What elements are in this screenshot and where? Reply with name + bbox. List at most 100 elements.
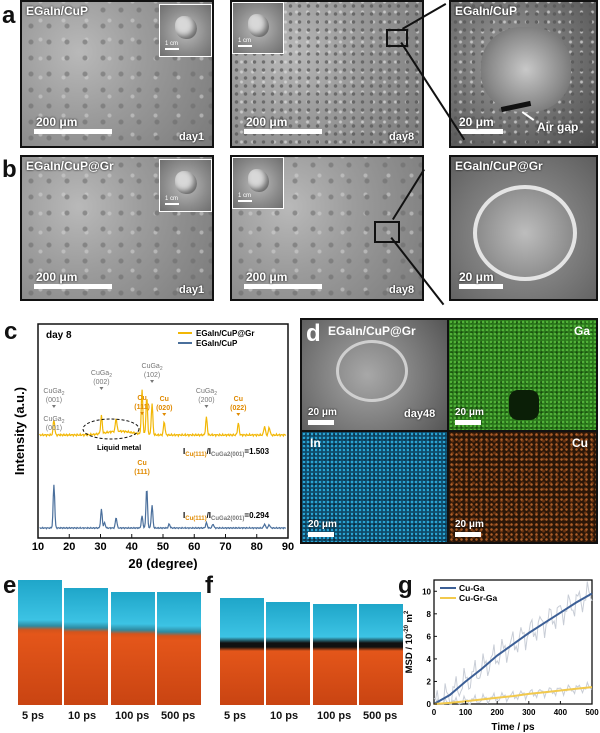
raw-trace-1 (433, 581, 593, 705)
scale-label: 20 μm (455, 519, 484, 530)
day-label: day1 (179, 284, 205, 296)
scale-label: 20 μm (455, 407, 484, 418)
crater-feature (481, 27, 571, 112)
scale-label: 20 μm (459, 115, 494, 129)
y-tick-label: 10 (422, 587, 431, 596)
x-tick-label: 40 (126, 541, 138, 553)
x-tick-label: 50 (157, 541, 169, 553)
peak-label: Cu (111) (134, 395, 150, 415)
svg-text:(020): (020) (156, 405, 172, 412)
eds-label-in: In (310, 436, 321, 450)
eds-sem-image: EGaIn/CuP@Gr 20 μm day48 (302, 320, 447, 430)
md-snapshot (313, 604, 357, 705)
x-tick-label: 90 (282, 541, 294, 553)
svg-text:(022): (022) (230, 405, 246, 412)
panel-label-e: e (3, 572, 17, 599)
sem-image-a-day1: EGaIn/CuP 1 cm 200 μm day1 (20, 0, 214, 148)
series-line-2 (433, 686, 593, 705)
scale-bar (34, 129, 112, 134)
series-line-1 (433, 592, 593, 705)
liquid-metal-label: Liquid metal (97, 443, 141, 452)
peak-label: CuGa2(001) (43, 416, 64, 432)
peak-label: CuGa2(002) (91, 370, 112, 390)
md-snapshot (64, 588, 108, 705)
scale-label: 200 μm (36, 115, 78, 129)
msd-chart: 0 100 200 300 400 500 0 2 4 6 8 10 Cu-Ga Cu-Gr-Ga T… (404, 579, 599, 733)
md-snapshot (157, 592, 201, 705)
scale-label: 200 μm (246, 115, 288, 129)
sem-title-a-zoom: EGaIn/CuP (455, 4, 518, 18)
scale-bar (455, 420, 481, 425)
x-tick-label: 70 (219, 541, 231, 553)
y-tick-label: 8 (427, 610, 432, 619)
legend-label-2: Cu-Gr-Ga (459, 593, 498, 603)
crater-feature (473, 185, 577, 281)
peak-label: CuGa2(001) (43, 388, 65, 408)
x-axis-label: Time / ps (491, 722, 535, 733)
svg-text:Cu: Cu (234, 396, 243, 403)
intensity-ratio-1: ICu(111)/ICuGa2(001)=1.503 (183, 447, 270, 458)
md-snapshot (266, 602, 310, 705)
y-tick-label: 0 (427, 700, 432, 709)
x-tick-label: 400 (554, 708, 568, 717)
day-label: day 8 (46, 330, 72, 341)
sem-image-b-day1: EGaIn/CuP@Gr 1 cm 200 μm day1 (20, 155, 214, 301)
scale-bar (308, 532, 334, 537)
x-tick-label: 300 (522, 708, 536, 717)
sem-image-b-zoom: EGaIn/CuP@Gr 20 μm (449, 155, 598, 301)
scale-label: 200 μm (246, 270, 288, 284)
y-axis-label: MSD / 10-20 m2 (404, 610, 415, 673)
eds-title: EGaIn/CuP@Gr (328, 324, 416, 338)
intensity-ratio-2: ICu(111)/ICuGa2(001)=0.294 (183, 511, 270, 522)
svg-text:Cu: Cu (160, 396, 169, 403)
scale-label: 20 μm (308, 519, 337, 530)
sem-image-a-day8: 1 cm 200 μm day8 (230, 0, 424, 148)
svg-text:Cu: Cu (137, 395, 146, 402)
md-snapshot (18, 580, 62, 705)
scale-label: 200 μm (36, 270, 78, 284)
scale-bar (34, 284, 112, 289)
panel-label-b: b (2, 156, 17, 183)
x-tick-label: 200 (491, 708, 505, 717)
x-tick-label: 10 (32, 541, 44, 553)
legend-label-2: EGaIn/CuP (196, 339, 238, 348)
x-tick-label: 80 (251, 541, 263, 553)
sem-title-b-zoom: EGaIn/CuP@Gr (455, 159, 543, 173)
scale-bar (244, 284, 322, 289)
series-line-2 (39, 484, 287, 530)
sem-image-b-day8: 1 cm 200 μm day8 (230, 155, 424, 301)
eds-label-cu: Cu (572, 436, 588, 450)
xrd-chart: 10 20 30 40 50 60 70 80 90 day 8 EGaIn/CuP@Gr EG… (12, 323, 294, 570)
scale-bar (244, 129, 322, 134)
air-gap-arrow (521, 111, 535, 121)
eds-label-ga: Ga (573, 324, 590, 338)
y-axis-label: Intensity (a.u.) (12, 387, 27, 475)
x-tick-label: 60 (188, 541, 200, 553)
time-label: 500 ps (363, 710, 398, 722)
time-label: 100 ps (317, 710, 352, 722)
eds-map-cu: Cu 20 μm (449, 432, 596, 542)
x-axis-label: 2θ (degree) (128, 556, 197, 570)
air-gap-label: Air gap (537, 120, 579, 134)
day-label: day1 (179, 131, 205, 143)
svg-text:CuGa2: CuGa2 (91, 370, 112, 379)
sem-title-b: EGaIn/CuP@Gr (26, 159, 114, 173)
x-tick-label: 100 (459, 708, 473, 717)
raw-trace-2 (433, 680, 593, 705)
time-label: 5 ps (22, 710, 45, 722)
svg-text:Cu: Cu (137, 460, 146, 467)
sem-image-a-zoom: EGaIn/CuP 20 μm Air gap (449, 0, 598, 148)
svg-text:(001): (001) (46, 425, 62, 432)
time-label: 5 ps (224, 710, 247, 722)
legend-label-1: EGaIn/CuP@Gr (196, 329, 254, 338)
eds-map-ga: Ga 20 μm (449, 320, 596, 430)
time-label: 10 ps (270, 710, 299, 722)
scale-label: 20 μm (308, 407, 337, 418)
chart-legend: Cu-Ga Cu-Gr-Ga (440, 583, 498, 603)
peak-label: Cu (111) (134, 460, 150, 476)
svg-text:CuGa2: CuGa2 (43, 416, 64, 425)
svg-text:(111): (111) (134, 404, 150, 411)
time-label: 500 ps (161, 710, 196, 722)
panel-label-d: d (306, 320, 321, 347)
x-tick-label: 30 (94, 541, 106, 553)
